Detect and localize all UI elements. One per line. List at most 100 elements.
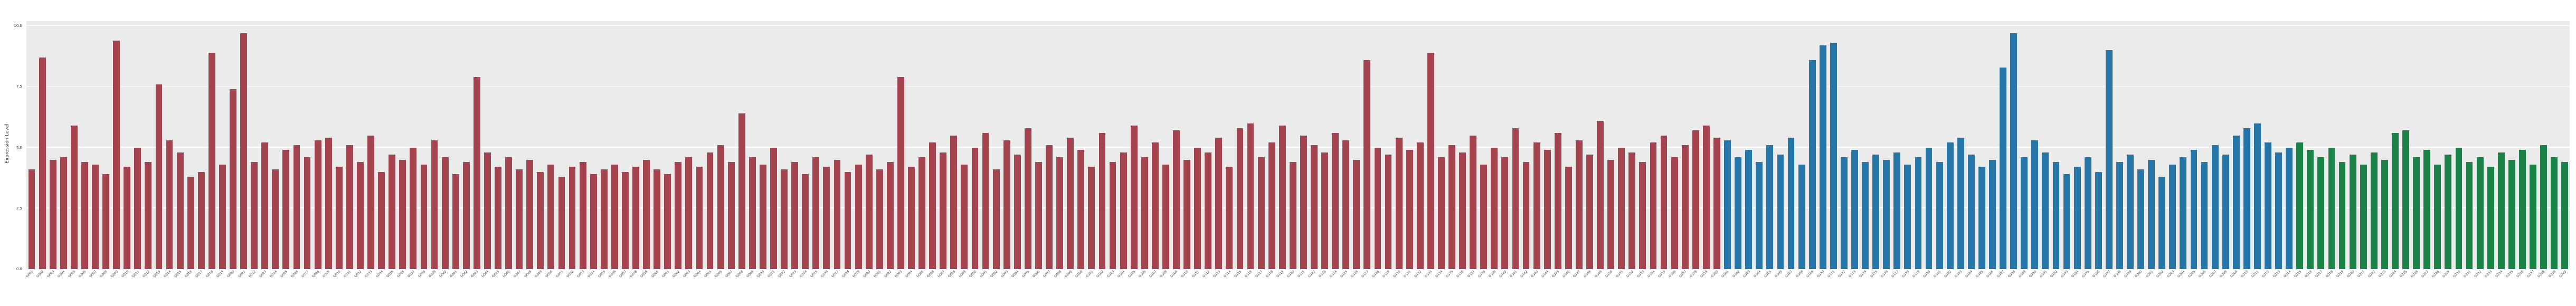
bar-slot: G195 xyxy=(2081,21,2093,279)
bar-slot: G064 xyxy=(693,21,705,279)
bar xyxy=(2349,155,2356,269)
x-tick-label: G204 xyxy=(2176,270,2186,279)
bar xyxy=(982,132,989,269)
bar-slot: G227 xyxy=(2421,21,2432,279)
bar xyxy=(760,164,766,269)
bar-slot: G060 xyxy=(651,21,662,279)
x-tick-label: G113 xyxy=(1212,270,1221,279)
bar xyxy=(1459,152,1466,269)
bar xyxy=(495,167,501,269)
bar-slot: G081 xyxy=(873,21,885,279)
bar xyxy=(145,162,152,269)
bar-slot: G045 xyxy=(491,21,503,279)
x-tick-label: G050 xyxy=(544,270,554,279)
bar xyxy=(1597,120,1604,269)
x-tick-label: G115 xyxy=(1233,270,1243,279)
x-tick-label: G218 xyxy=(2325,270,2334,279)
bar xyxy=(886,162,894,269)
x-tick-label: G206 xyxy=(2198,270,2207,279)
bar-slot: G068 xyxy=(735,21,747,279)
x-tick-label: G178 xyxy=(1901,270,1910,279)
bar xyxy=(1967,155,1975,269)
bar-slot: G183 xyxy=(1954,21,1966,279)
bar xyxy=(2095,171,2102,269)
bar xyxy=(1851,150,1858,269)
bar-slot: G079 xyxy=(852,21,864,279)
bar xyxy=(2296,142,2304,269)
x-tick-label: G213 xyxy=(2272,270,2281,279)
x-tick-label: G097 xyxy=(1043,270,1052,279)
bar-slot: G056 xyxy=(608,21,620,279)
x-tick-label: G004 xyxy=(57,270,66,279)
x-tick-label: G141 xyxy=(1509,270,1518,279)
bar-slot: G065 xyxy=(704,21,715,279)
gridline xyxy=(26,25,2570,26)
bar-slot: G105 xyxy=(1128,21,1139,279)
x-tick-label: G229 xyxy=(2441,270,2451,279)
x-tick-label: G147 xyxy=(1573,270,1581,279)
bar-slot: G145 xyxy=(1551,21,1563,279)
bar-slot: G198 xyxy=(2113,21,2125,279)
x-tick-label: G203 xyxy=(2166,270,2175,279)
x-tick-label: G174 xyxy=(1859,270,1868,279)
bar-slot: G004 xyxy=(57,21,69,279)
bar-slot: G197 xyxy=(2103,21,2114,279)
bar xyxy=(2000,67,2006,269)
bar-slot: G229 xyxy=(2442,21,2454,279)
bar xyxy=(1268,142,1275,269)
x-tick-label: G107 xyxy=(1149,270,1158,279)
bar-slot: G166 xyxy=(1774,21,1786,279)
bar xyxy=(1618,147,1625,269)
bar xyxy=(261,142,269,269)
bar-slot: G232 xyxy=(2474,21,2485,279)
x-tick-label: G129 xyxy=(1381,270,1391,279)
x-tick-label: G181 xyxy=(1933,270,1942,279)
x-tick-label: G090 xyxy=(968,270,978,279)
bar-slot: G131 xyxy=(1403,21,1415,279)
bar xyxy=(2561,162,2569,269)
bar xyxy=(2169,164,2176,269)
bar xyxy=(1014,155,1021,269)
bar-slot: G078 xyxy=(841,21,853,279)
bar xyxy=(314,140,321,269)
bar xyxy=(1289,162,1296,269)
bar-slot: G114 xyxy=(1223,21,1235,279)
x-tick-label: G112 xyxy=(1201,270,1210,279)
bar xyxy=(2530,164,2536,269)
bar xyxy=(940,152,947,269)
x-tick-label: G192 xyxy=(2049,270,2059,279)
bar-slot: G033 xyxy=(364,21,376,279)
bar-slot: G058 xyxy=(629,21,641,279)
x-tick-label: G022 xyxy=(248,270,257,279)
x-tick-label: G010 xyxy=(120,270,129,279)
x-tick-label: G186 xyxy=(1986,270,1995,279)
bar-slot: G136 xyxy=(1456,21,1468,279)
bar xyxy=(1554,132,1561,269)
x-tick-label: G069 xyxy=(746,270,755,279)
bar xyxy=(727,162,735,269)
x-tick-label: G089 xyxy=(958,270,967,279)
bar xyxy=(431,140,438,269)
gridline xyxy=(26,207,2570,208)
bar xyxy=(505,157,512,269)
bar-slot: G128 xyxy=(1371,21,1383,279)
x-tick-label: G238 xyxy=(2537,270,2546,279)
bar-slot: G165 xyxy=(1764,21,1775,279)
bar-slot: G237 xyxy=(2526,21,2538,279)
bar-slot: G138 xyxy=(1478,21,1489,279)
bar-slot: G235 xyxy=(2505,21,2517,279)
bar-slot: G127 xyxy=(1361,21,1372,279)
bar-slot: G231 xyxy=(2463,21,2475,279)
x-tick-label: G049 xyxy=(534,270,543,279)
bar xyxy=(1735,157,1742,269)
bar xyxy=(2158,176,2166,269)
bar xyxy=(102,174,109,269)
bar xyxy=(600,169,608,269)
x-tick-label: G183 xyxy=(1954,270,1963,279)
x-tick-label: G038 xyxy=(417,270,427,279)
bar-slot: G108 xyxy=(1159,21,1171,279)
bar xyxy=(92,164,99,269)
bar xyxy=(2360,164,2367,269)
x-tick-label: G104 xyxy=(1116,270,1126,279)
x-tick-label: G126 xyxy=(1350,270,1359,279)
